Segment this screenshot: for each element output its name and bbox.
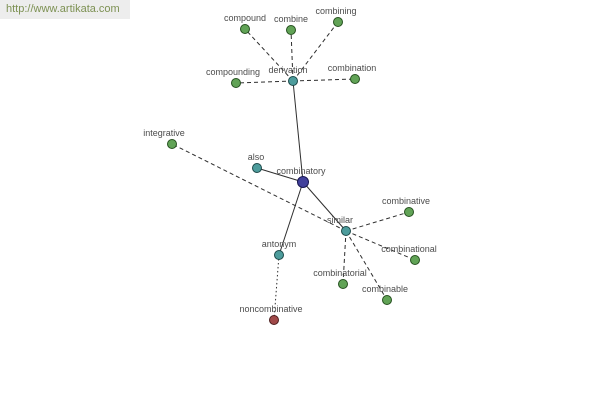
edge-derivation-combination xyxy=(292,78,356,82)
node-combinatorial[interactable] xyxy=(338,279,348,289)
node-label-similar[interactable]: similar xyxy=(327,215,353,225)
source-url-text: http://www.artikata.com xyxy=(6,3,120,15)
edge-similar-integrative xyxy=(171,143,347,232)
node-combinatory[interactable] xyxy=(297,176,309,188)
labels-layer: compound combine combining compounding deriv… xyxy=(143,6,437,314)
edge-similar-combinative xyxy=(345,211,410,232)
edge-derivation-compounding xyxy=(235,80,294,84)
node-label-noncombinative[interactable]: noncombinative xyxy=(239,304,302,314)
node-combine[interactable] xyxy=(286,25,296,35)
edge-similar-combinational xyxy=(345,230,416,261)
node-combinational[interactable] xyxy=(410,255,420,265)
node-label-derivation[interactable]: derivation xyxy=(268,65,307,75)
node-label-combinative[interactable]: combinative xyxy=(382,196,430,206)
node-label-combination[interactable]: combination xyxy=(328,63,377,73)
node-combination[interactable] xyxy=(350,74,360,84)
node-label-combinatorial[interactable]: combinatorial xyxy=(313,268,367,278)
edge-combinatory-antonym xyxy=(278,181,304,256)
edge-derivation-combinatory xyxy=(292,80,304,183)
node-compound[interactable] xyxy=(240,24,250,34)
edge-combinatory-similar xyxy=(302,181,347,232)
node-combining[interactable] xyxy=(333,17,343,27)
nodes-layer xyxy=(167,17,420,325)
node-label-combinational[interactable]: combinational xyxy=(381,244,437,254)
node-integrative[interactable] xyxy=(167,139,177,149)
node-label-antonym[interactable]: antonym xyxy=(262,239,297,249)
edge-similar-combinatorial xyxy=(342,230,347,285)
node-label-combinable[interactable]: combinable xyxy=(362,284,408,294)
node-also[interactable] xyxy=(252,163,262,173)
node-antonym[interactable] xyxy=(274,250,284,260)
edges-layer xyxy=(171,21,416,321)
node-label-combine[interactable]: combine xyxy=(274,14,308,24)
node-label-compound[interactable]: compound xyxy=(224,13,266,23)
node-label-combining[interactable]: combining xyxy=(315,6,356,16)
node-combinable[interactable] xyxy=(382,295,392,305)
edge-combinatory-also xyxy=(256,167,304,183)
node-noncombinative[interactable] xyxy=(269,315,279,325)
node-combinative[interactable] xyxy=(404,207,414,217)
node-label-integrative[interactable]: integrative xyxy=(143,128,185,138)
node-similar[interactable] xyxy=(341,226,351,236)
source-url-bar[interactable]: http://www.artikata.com xyxy=(0,0,130,19)
edge-derivation-compound xyxy=(244,28,294,82)
edge-antonym-noncombinative xyxy=(273,254,280,321)
edge-derivation-combining xyxy=(292,21,339,82)
node-label-also[interactable]: also xyxy=(248,152,265,162)
node-label-compounding[interactable]: compounding xyxy=(206,67,260,77)
edge-derivation-combine xyxy=(290,29,294,82)
node-derivation[interactable] xyxy=(288,76,298,86)
edge-similar-combinable xyxy=(345,230,388,301)
node-label-combinatory[interactable]: combinatory xyxy=(276,166,326,176)
node-compounding[interactable] xyxy=(231,78,241,88)
